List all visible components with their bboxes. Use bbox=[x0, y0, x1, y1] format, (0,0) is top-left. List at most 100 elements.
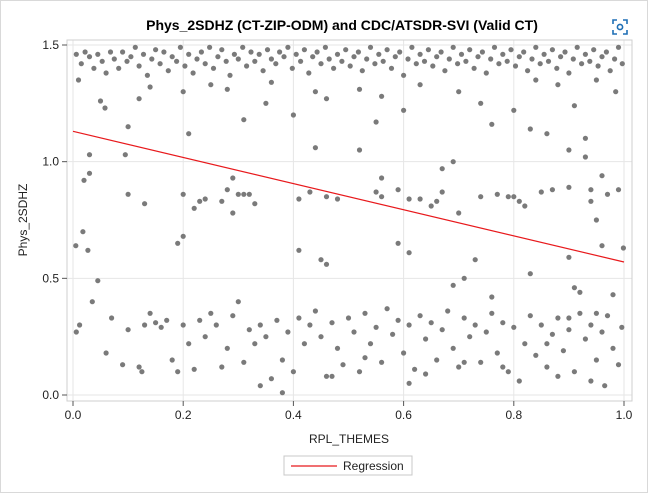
data-point bbox=[615, 44, 622, 50]
data-point bbox=[406, 322, 412, 328]
data-point bbox=[298, 58, 304, 64]
data-point bbox=[362, 310, 368, 316]
data-point bbox=[439, 166, 445, 172]
data-point bbox=[401, 350, 407, 356]
data-point bbox=[95, 278, 101, 284]
data-point bbox=[571, 369, 578, 375]
data-point bbox=[467, 47, 473, 53]
data-point bbox=[516, 198, 522, 204]
data-point bbox=[562, 49, 568, 55]
data-point bbox=[296, 315, 302, 321]
data-point bbox=[339, 58, 345, 64]
data-point bbox=[136, 96, 142, 102]
data-point bbox=[136, 63, 142, 69]
data-point bbox=[401, 107, 407, 113]
data-point bbox=[602, 383, 608, 389]
data-point bbox=[252, 58, 258, 64]
data-point bbox=[390, 331, 396, 337]
data-point bbox=[500, 320, 506, 326]
data-point bbox=[423, 371, 429, 377]
data-point bbox=[496, 61, 502, 67]
data-point bbox=[180, 322, 186, 328]
data-point bbox=[268, 376, 274, 382]
data-point bbox=[73, 329, 79, 335]
data-point bbox=[85, 247, 91, 253]
data-point bbox=[80, 229, 86, 235]
data-point bbox=[153, 47, 159, 53]
data-point bbox=[351, 329, 357, 335]
focus-mode-button[interactable] bbox=[606, 13, 634, 41]
data-point bbox=[423, 336, 429, 342]
data-point bbox=[343, 47, 349, 53]
data-point bbox=[395, 240, 401, 246]
data-point bbox=[252, 341, 258, 347]
data-point bbox=[213, 322, 219, 328]
data-point bbox=[307, 322, 313, 328]
data-point bbox=[279, 390, 285, 396]
data-point bbox=[307, 189, 313, 195]
data-point bbox=[241, 359, 247, 365]
data-point bbox=[128, 54, 134, 60]
data-point bbox=[599, 173, 605, 179]
data-point bbox=[180, 191, 186, 197]
data-point bbox=[438, 49, 444, 55]
data-point bbox=[180, 233, 186, 239]
data-point bbox=[593, 357, 600, 363]
data-point bbox=[379, 93, 385, 99]
data-point bbox=[619, 324, 625, 330]
data-point bbox=[224, 187, 230, 193]
data-point bbox=[120, 362, 126, 368]
data-point bbox=[593, 310, 600, 316]
data-point bbox=[549, 187, 556, 193]
data-point bbox=[527, 271, 533, 277]
data-point bbox=[511, 194, 517, 200]
data-point bbox=[615, 362, 622, 368]
data-point bbox=[560, 348, 567, 354]
data-point bbox=[208, 82, 214, 88]
data-point bbox=[194, 56, 200, 62]
data-point bbox=[595, 63, 601, 69]
data-point bbox=[566, 327, 572, 333]
data-point bbox=[406, 196, 412, 202]
data-point bbox=[392, 54, 398, 60]
data-point bbox=[263, 334, 269, 340]
data-point bbox=[177, 44, 183, 50]
data-point bbox=[604, 191, 611, 197]
data-point bbox=[478, 359, 484, 365]
data-point bbox=[593, 217, 600, 223]
data-point bbox=[301, 341, 307, 347]
data-point bbox=[610, 345, 616, 351]
data-point bbox=[95, 51, 101, 57]
data-point bbox=[136, 364, 142, 370]
data-point bbox=[263, 100, 269, 106]
data-point bbox=[329, 373, 335, 379]
data-point bbox=[406, 250, 412, 256]
data-point bbox=[446, 56, 452, 62]
x-tick-label: 1.0 bbox=[616, 408, 633, 422]
data-point bbox=[554, 65, 560, 71]
data-point bbox=[219, 364, 225, 370]
data-point bbox=[582, 336, 589, 342]
data-point bbox=[582, 135, 589, 141]
data-point bbox=[268, 56, 274, 62]
x-axis-label: RPL_THEMES bbox=[309, 432, 389, 446]
data-point bbox=[588, 198, 594, 204]
data-point bbox=[306, 70, 312, 76]
data-point bbox=[240, 44, 246, 50]
data-point bbox=[175, 240, 181, 246]
data-point bbox=[471, 65, 477, 71]
data-point bbox=[450, 345, 456, 351]
data-point bbox=[345, 315, 352, 321]
data-point bbox=[235, 56, 241, 62]
data-point bbox=[289, 65, 295, 71]
data-point bbox=[219, 47, 225, 53]
data-point bbox=[301, 47, 307, 53]
data-point bbox=[362, 355, 368, 361]
data-point bbox=[125, 327, 131, 333]
data-point bbox=[463, 58, 469, 64]
data-point bbox=[599, 329, 605, 335]
data-point bbox=[612, 56, 618, 62]
y-tick-label: 0.0 bbox=[42, 388, 59, 402]
data-point bbox=[373, 189, 379, 195]
data-point bbox=[351, 54, 357, 60]
